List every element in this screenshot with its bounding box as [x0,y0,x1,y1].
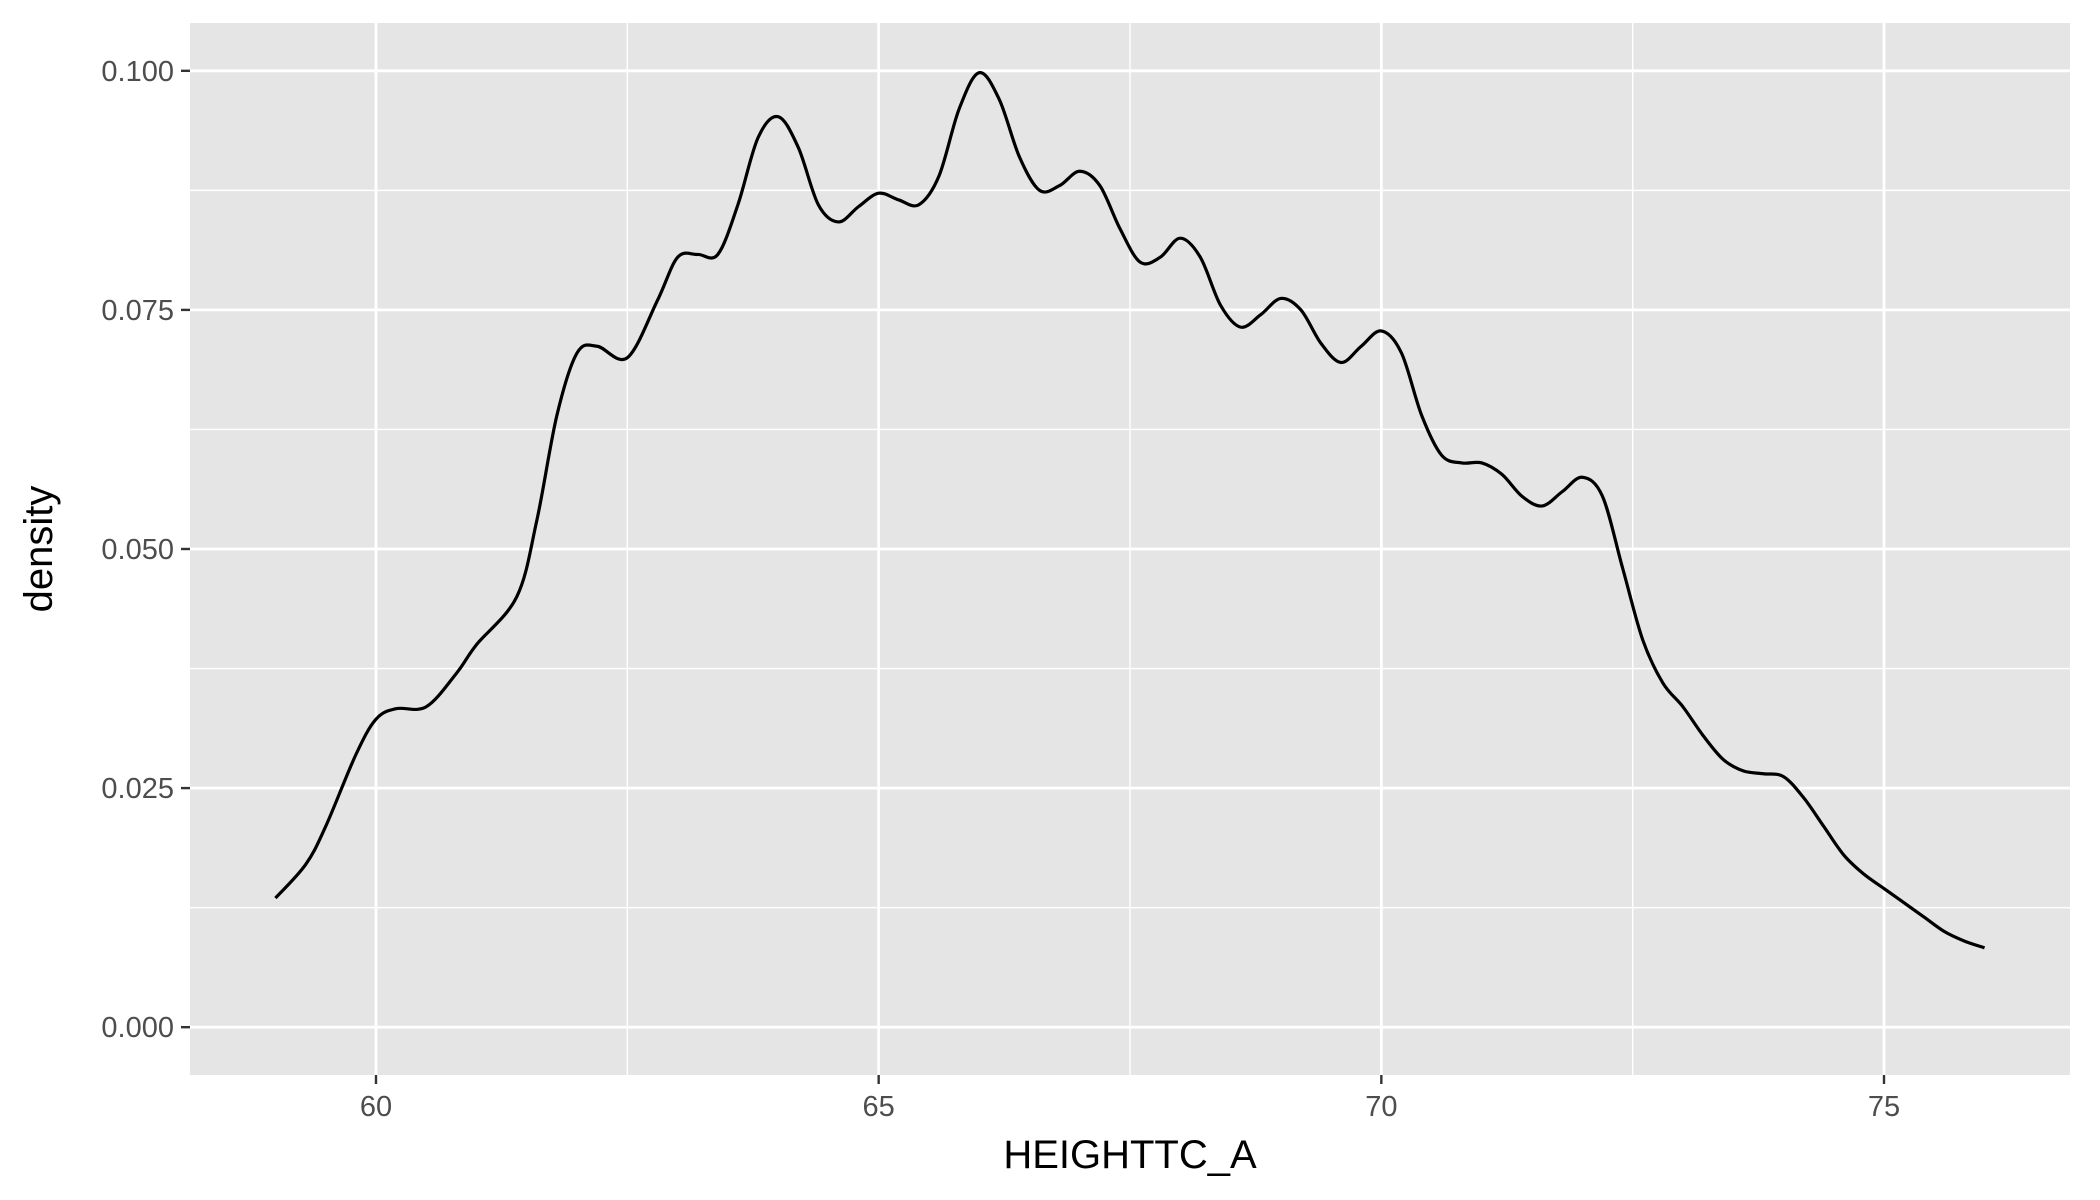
x-tick-label-0: 60 [360,1091,392,1123]
y-tick-label-0: 0.000 [101,1012,174,1044]
major-grid-lines [190,23,2070,1075]
x-axis: 60 65 70 75 [360,1075,1900,1123]
series-layer [274,71,1986,950]
y-tick-label-1: 0.025 [101,773,174,805]
x-axis-title: HEIGHTTC_A [1003,1133,1257,1177]
x-tick-label-1: 65 [863,1091,895,1123]
x-tick-label-3: 75 [1868,1091,1900,1123]
y-axis: 0.000 0.025 0.050 0.075 0.100 [101,56,190,1044]
density-line-0 [274,71,1986,950]
x-tick-label-2: 70 [1365,1091,1397,1123]
y-tick-label-2: 0.050 [101,534,174,566]
y-tick-label-3: 0.075 [101,295,174,327]
y-axis-title: density [17,486,61,613]
y-tick-label-4: 0.100 [101,56,174,88]
